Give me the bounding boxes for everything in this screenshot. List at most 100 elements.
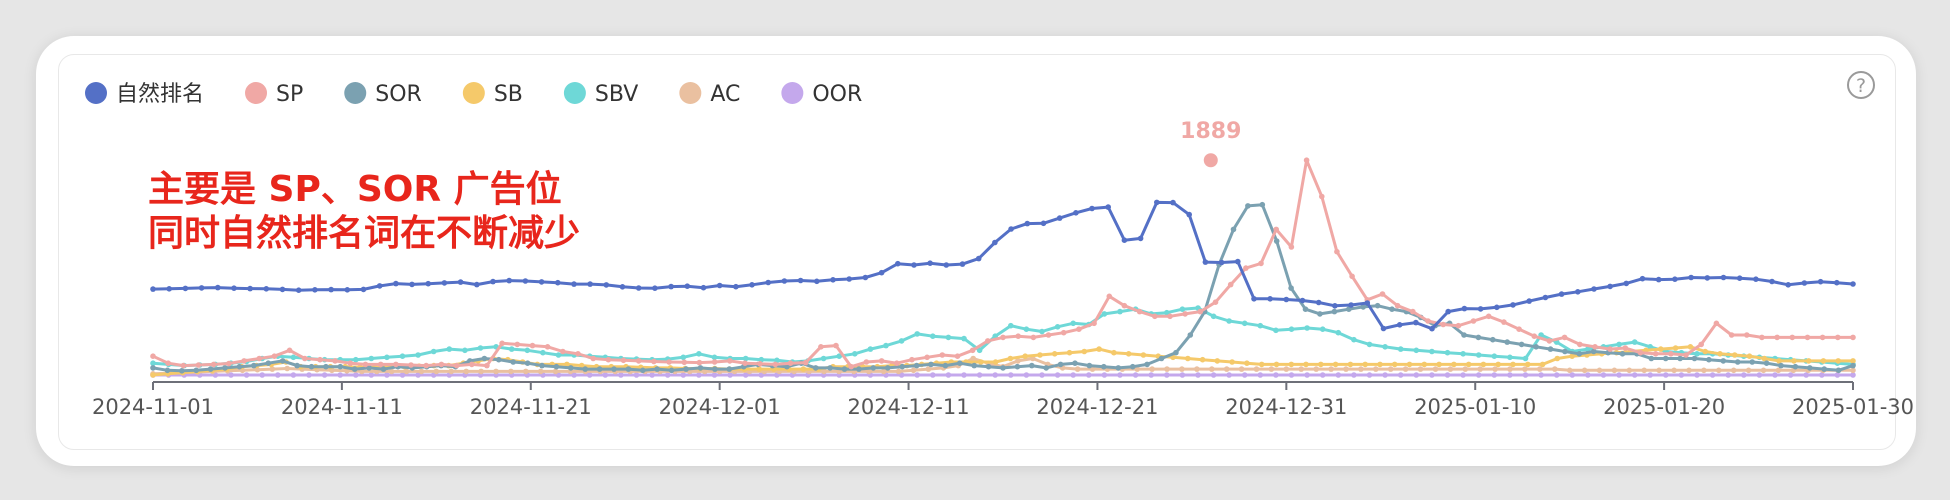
data-point [683, 366, 689, 372]
data-point [1803, 372, 1809, 378]
data-point [448, 368, 455, 375]
data-point [294, 362, 300, 369]
data-point [914, 331, 920, 337]
data-point [1522, 372, 1529, 378]
data-point [1518, 341, 1525, 348]
data-point [215, 284, 221, 291]
data-point [1060, 329, 1067, 336]
data-point [1834, 372, 1841, 378]
data-point [1510, 302, 1516, 308]
data-point [1691, 355, 1698, 362]
data-point [1600, 372, 1607, 378]
data-point [1089, 205, 1095, 212]
data-point [1288, 244, 1295, 250]
data-point [985, 363, 992, 370]
data-point [742, 355, 749, 362]
data-point [1507, 372, 1513, 378]
data-point [1720, 274, 1727, 281]
data-point [1475, 372, 1482, 378]
data-point [179, 368, 185, 374]
data-point [716, 282, 723, 289]
data-point [1850, 358, 1856, 364]
data-point [524, 360, 531, 367]
data-point [263, 286, 270, 292]
data-point [1317, 311, 1323, 317]
data-point [1319, 326, 1326, 333]
data-point [1668, 351, 1674, 357]
legend-swatch-AC [679, 82, 702, 104]
data-point [1331, 308, 1338, 315]
data-point [884, 365, 891, 371]
data-point [1494, 304, 1500, 311]
data-point [640, 367, 646, 374]
data-point [1672, 345, 1679, 351]
data-point [681, 359, 688, 366]
data-point [878, 269, 885, 276]
data-point [1000, 334, 1006, 341]
data-point [1023, 326, 1030, 333]
data-point [1283, 366, 1290, 372]
data-point [1749, 359, 1755, 365]
data-point [1199, 356, 1206, 363]
data-point [150, 365, 156, 371]
data-point [1592, 344, 1598, 350]
data-point [166, 286, 172, 292]
data-point [384, 354, 390, 361]
data-point [1164, 372, 1170, 378]
data-point [1243, 265, 1249, 271]
data-point [1343, 366, 1349, 372]
data-point [870, 365, 877, 371]
data-point [928, 361, 934, 368]
x-axis-tick-label: 2024-12-01 [659, 395, 781, 419]
data-point [1522, 355, 1529, 362]
data-point [1051, 351, 1058, 357]
legend-swatch-SOR [344, 82, 367, 104]
data-point [490, 278, 496, 285]
data-point [1554, 355, 1561, 362]
data-point [538, 279, 545, 285]
data-point [393, 361, 399, 368]
data-point [182, 285, 189, 292]
data-point [1039, 372, 1045, 378]
data-point [1677, 355, 1683, 362]
data-point [1117, 308, 1123, 315]
data-point [1778, 362, 1784, 369]
data-point [1546, 338, 1553, 344]
data-point [265, 360, 272, 367]
data-point [1288, 372, 1295, 378]
data-point [970, 355, 976, 362]
data-point [697, 365, 704, 371]
data-point [1444, 372, 1451, 378]
data-point [275, 372, 281, 378]
data-point [1173, 349, 1179, 356]
legend-swatch-OOR [781, 82, 804, 104]
data-point [878, 358, 885, 364]
help-icon[interactable] [1847, 71, 1875, 99]
data-point [286, 347, 293, 354]
data-point [1577, 341, 1583, 348]
data-point [1725, 372, 1731, 378]
data-point [1101, 311, 1108, 317]
data-point [969, 347, 976, 354]
data-point [1258, 361, 1265, 368]
data-point [1057, 361, 1064, 368]
data-point [1607, 283, 1613, 290]
data-point [243, 372, 250, 378]
data-point [1776, 358, 1782, 364]
data-point [749, 282, 755, 288]
data-point [1526, 298, 1532, 304]
annotation-note-line-1: 主要是 SP、SOR 广告位 [148, 169, 562, 210]
data-point [1648, 355, 1655, 362]
x-axis-tick-label: 2025-01-20 [1603, 395, 1725, 419]
data-point [1366, 341, 1373, 348]
data-point [821, 368, 827, 375]
data-point [415, 372, 421, 378]
data-point [596, 366, 603, 372]
data-point [1713, 320, 1720, 327]
data-point [1455, 322, 1462, 329]
x-axis-tick-label: 2024-11-01 [92, 395, 214, 419]
data-point [415, 352, 421, 358]
data-point [696, 372, 702, 378]
data-point [1209, 366, 1215, 372]
